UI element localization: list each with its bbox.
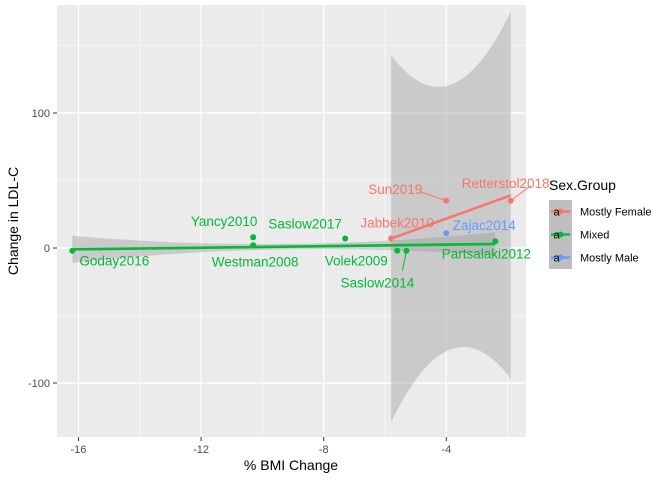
point-label: Jabbek2010 bbox=[360, 216, 434, 231]
fit-lines bbox=[72, 194, 512, 251]
legend: Sex.Group a Mostly Female a Mixed a Mostly Ma… bbox=[549, 177, 652, 269]
data-point bbox=[388, 235, 395, 242]
y-tick-label: 100 bbox=[32, 108, 50, 120]
data-point bbox=[69, 247, 76, 254]
point-label: Retterstol2018 bbox=[462, 176, 550, 191]
data-point bbox=[394, 247, 401, 254]
data-point bbox=[250, 242, 257, 249]
data-point bbox=[342, 235, 349, 242]
point-labels: Retterstol2018 Sun2019 Jabbek2010 Goday2016… bbox=[79, 176, 549, 291]
legend-key-point bbox=[557, 254, 564, 261]
legend-label: Mostly Male bbox=[580, 253, 639, 265]
data-point bbox=[250, 234, 257, 241]
label-leader-line bbox=[420, 191, 447, 202]
point-label: Saslow2014 bbox=[341, 276, 415, 291]
point-label: Westman2008 bbox=[212, 254, 299, 269]
y-axis-title: Change in LDL-C bbox=[5, 167, 21, 275]
point-label: Goday2016 bbox=[79, 254, 149, 269]
label-leader-line bbox=[510, 185, 531, 202]
legend-key-glyph: a bbox=[553, 207, 560, 219]
y-tick-label: 0 bbox=[44, 243, 50, 255]
data-point bbox=[443, 230, 450, 237]
y-tick-label: -100 bbox=[28, 378, 50, 390]
x-tick-label: -16 bbox=[71, 444, 87, 456]
x-tick-label: -12 bbox=[193, 444, 209, 456]
legend-items: a Mostly Female a Mixed a Mostly Male bbox=[549, 200, 652, 269]
legend-label: Mostly Female bbox=[580, 207, 652, 219]
point-label: Saslow2017 bbox=[268, 217, 342, 232]
data-point bbox=[492, 238, 499, 245]
point-label: Partsalaki2012 bbox=[442, 246, 531, 261]
legend-key-point bbox=[557, 231, 564, 238]
legend-label: Mixed bbox=[580, 230, 609, 242]
x-axis-title: % BMI Change bbox=[244, 457, 338, 473]
legend-key-glyph: a bbox=[553, 253, 560, 265]
x-tick-label: -4 bbox=[441, 444, 451, 456]
legend-key-glyph: a bbox=[553, 230, 560, 242]
x-tick-label: -8 bbox=[319, 444, 329, 456]
axes: -16 -12 -8 -4 -100 0 100 bbox=[28, 108, 451, 456]
legend-title: Sex.Group bbox=[549, 177, 616, 193]
point-label: Volek2009 bbox=[325, 254, 388, 269]
label-leader-line bbox=[401, 250, 407, 271]
plot-panel: Retterstol2018 Sun2019 Jabbek2010 Goday2016… bbox=[57, 5, 550, 437]
grid-lines bbox=[57, 5, 526, 437]
panel-background bbox=[57, 5, 526, 437]
point-label: Zajac2014 bbox=[453, 218, 517, 233]
point-label: Sun2019 bbox=[368, 182, 422, 197]
point-label: Yancy2010 bbox=[191, 214, 258, 229]
mostly-female-fit-line bbox=[390, 194, 512, 240]
legend-key-point bbox=[557, 208, 564, 215]
mixed-fit-line bbox=[72, 242, 496, 251]
